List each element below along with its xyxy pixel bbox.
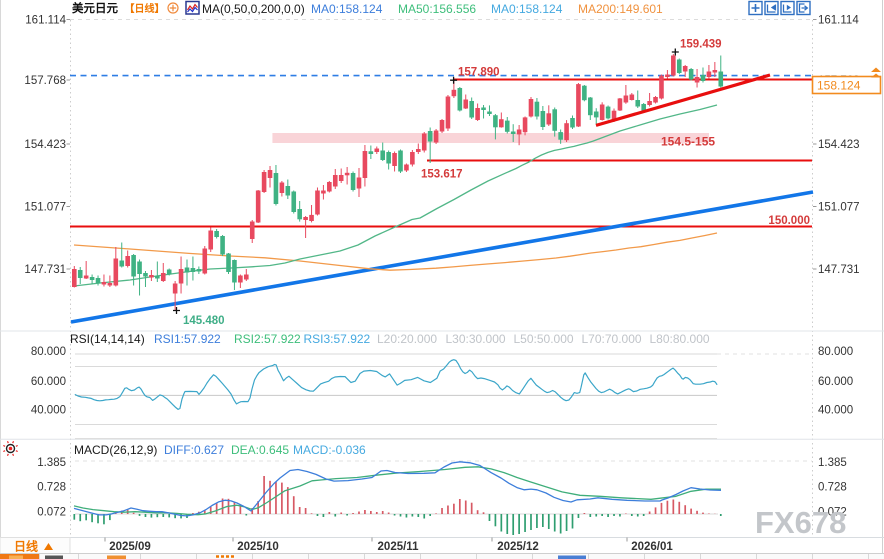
svg-text:151.077: 151.077: [818, 202, 860, 214]
svg-text:40.000: 40.000: [818, 405, 853, 417]
svg-text:154.423: 154.423: [818, 139, 860, 151]
svg-text:2025/10: 2025/10: [237, 541, 279, 553]
svg-text:40.000: 40.000: [31, 405, 66, 417]
svg-text:MA(0,50,0,200,0,0): MA(0,50,0,200,0,0): [202, 2, 305, 16]
svg-text:RSI1:57.922: RSI1:57.922: [154, 332, 221, 346]
svg-text:2026/01: 2026/01: [631, 541, 673, 553]
svg-text:L30:30.000: L30:30.000: [446, 332, 506, 346]
svg-text:154.423: 154.423: [24, 139, 66, 151]
svg-text:145.480: 145.480: [183, 315, 225, 327]
svg-text:0.728: 0.728: [818, 482, 847, 494]
svg-text:2025/12: 2025/12: [497, 541, 539, 553]
svg-text:L70:70.000: L70:70.000: [582, 332, 642, 346]
svg-text:0.072: 0.072: [37, 506, 66, 518]
svg-text:DEA:0.645: DEA:0.645: [231, 443, 289, 457]
svg-text:日线: 日线: [14, 539, 38, 554]
svg-text:MA50:156.556: MA50:156.556: [398, 2, 476, 16]
svg-text:MACD(26,12,9): MACD(26,12,9): [74, 443, 157, 457]
svg-text:RSI3:57.922: RSI3:57.922: [304, 332, 371, 346]
svg-text:2025/11: 2025/11: [378, 541, 420, 553]
svg-text:80.000: 80.000: [818, 346, 853, 358]
svg-text:RSI2:57.922: RSI2:57.922: [234, 332, 301, 346]
svg-text:DIFF:0.627: DIFF:0.627: [164, 443, 224, 457]
svg-text:60.000: 60.000: [818, 376, 853, 388]
svg-text:80.000: 80.000: [31, 346, 66, 358]
svg-text:2025/09: 2025/09: [109, 541, 151, 553]
svg-text:159.439: 159.439: [680, 39, 722, 51]
svg-text:151.077: 151.077: [24, 202, 66, 214]
svg-text:158.124: 158.124: [817, 79, 861, 93]
svg-text:【日线】: 【日线】: [125, 2, 165, 15]
svg-text:MACD:-0.036: MACD:-0.036: [293, 443, 366, 457]
svg-text:美元日元: 美元日元: [72, 1, 118, 15]
svg-text:L20:20.000: L20:20.000: [377, 332, 437, 346]
svg-text:150.000: 150.000: [768, 215, 810, 227]
svg-text:161.114: 161.114: [25, 15, 66, 27]
svg-text:FX678: FX678: [755, 505, 846, 540]
svg-text:L80:80.000: L80:80.000: [650, 332, 710, 346]
svg-text:0.072: 0.072: [818, 506, 847, 518]
svg-text:1.385: 1.385: [37, 457, 66, 469]
svg-text:147.731: 147.731: [24, 264, 66, 276]
svg-text:60.000: 60.000: [31, 376, 66, 388]
svg-text:161.114: 161.114: [818, 15, 859, 27]
svg-text:MA0:158.124: MA0:158.124: [311, 2, 383, 16]
svg-text:153.617: 153.617: [421, 169, 463, 181]
svg-text:0.728: 0.728: [37, 482, 66, 494]
svg-text:L50:50.000: L50:50.000: [514, 332, 574, 346]
svg-text:147.731: 147.731: [818, 264, 860, 276]
svg-text:157.768: 157.768: [24, 75, 66, 87]
svg-text:157.890: 157.890: [458, 67, 500, 79]
svg-text:RSI(14,14,14): RSI(14,14,14): [70, 332, 145, 346]
svg-text:154.5-155: 154.5-155: [661, 135, 715, 149]
svg-text:1.385: 1.385: [818, 457, 847, 469]
svg-text:MA0:158.124: MA0:158.124: [491, 2, 563, 16]
svg-text:MA200:149.601: MA200:149.601: [578, 2, 663, 16]
